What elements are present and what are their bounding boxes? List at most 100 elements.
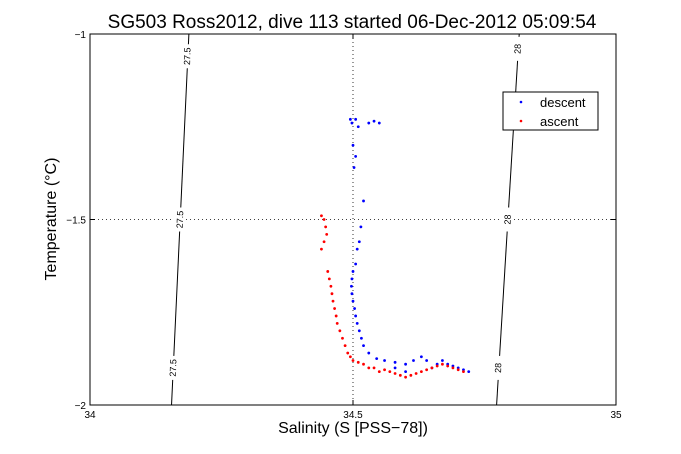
descent-point	[354, 314, 358, 318]
descent-point	[348, 117, 352, 121]
ascent-point	[414, 372, 418, 375]
ascent-point	[335, 321, 339, 325]
descent-point	[419, 355, 423, 359]
ascent-point	[320, 214, 323, 218]
ascent-point	[362, 362, 365, 366]
ascent-point	[356, 360, 360, 364]
x-axis-label: Salinity (S [PSS−78])	[278, 420, 428, 437]
ascent-point	[333, 307, 336, 310]
descent-point	[404, 362, 407, 366]
ascent-point	[393, 372, 397, 375]
ascent-point	[456, 368, 460, 372]
legend: descent ascent	[502, 91, 599, 131]
legend-ascent-label: ascent	[540, 114, 579, 129]
x-tick-label: 34	[84, 410, 96, 421]
ascent-point	[324, 225, 328, 229]
descent-point	[352, 166, 356, 169]
ascent-point	[331, 299, 335, 303]
legend-ascent-marker	[519, 119, 523, 123]
descent-point	[350, 277, 354, 281]
descent-point	[351, 299, 355, 303]
ascent-point	[441, 362, 444, 366]
isopycnal-label-bg	[501, 207, 514, 232]
ascent-point	[451, 366, 455, 370]
chart-title: SG503 Ross2012, dive 113 started 06-Dec-…	[108, 12, 597, 33]
descent-point	[441, 359, 444, 362]
ascent-point	[367, 366, 371, 370]
descent-point	[357, 240, 361, 244]
descent-point	[393, 360, 397, 364]
ascent-point	[398, 373, 402, 377]
ascent-point	[346, 351, 350, 355]
descent-point	[353, 307, 356, 310]
legend-box	[502, 91, 599, 131]
isopycnal-label: 27.5	[182, 47, 193, 65]
isopycnal-label: 28	[512, 44, 522, 54]
ascent-point	[409, 373, 413, 377]
x-tick-label: 35	[610, 410, 622, 421]
ascent-point	[327, 277, 331, 281]
descent-point	[354, 117, 358, 121]
axis-ticks: 34 34.5 35 −1 −1.5 −2	[66, 30, 622, 421]
ascent-point	[341, 336, 344, 340]
ascent-point	[330, 292, 334, 296]
isopycnal-label-bg	[181, 44, 194, 69]
descent-point	[467, 370, 471, 374]
ascent-point	[425, 368, 429, 372]
descent-point	[412, 359, 415, 362]
ascent-point	[325, 232, 329, 236]
ascent-point	[334, 314, 338, 318]
descent-point	[359, 225, 363, 229]
isopycnal-label-bg	[167, 355, 180, 380]
isopycnal-label-bg	[492, 355, 505, 380]
plot-area	[89, 33, 617, 406]
y-axis-label: Temperature (°C)	[43, 158, 60, 281]
ascent-point	[419, 370, 423, 374]
isopycnal-label: 28	[493, 363, 503, 373]
descent-point	[367, 351, 371, 355]
y-tick-label: −1	[75, 30, 87, 41]
ascent-point	[338, 329, 342, 333]
ascent-point	[372, 366, 376, 370]
ascent-point	[404, 375, 407, 379]
ascent-point	[320, 247, 323, 251]
descent-point	[375, 357, 379, 361]
descent-point	[377, 121, 381, 125]
ascent-point	[462, 370, 465, 374]
isopycnal-label-bg	[173, 207, 186, 232]
x-tick-label: 34.5	[343, 410, 363, 421]
ascent-point	[348, 355, 352, 359]
isopycnal-label: 27.5	[175, 211, 186, 229]
ascent-point	[383, 368, 386, 372]
legend-descent-label: descent	[540, 95, 586, 110]
descent-point	[356, 125, 360, 129]
descent-point	[367, 121, 371, 125]
descent-point	[362, 344, 365, 348]
isopycnal-label: 28	[502, 214, 512, 224]
ascent-point	[329, 284, 333, 288]
ascent-point	[388, 370, 392, 374]
descent-point	[350, 292, 354, 296]
ascent-point	[343, 344, 347, 348]
descent-point	[354, 155, 358, 158]
descent-point	[355, 321, 359, 325]
descent-point	[383, 359, 386, 362]
ascent-point	[377, 370, 381, 374]
ascent-point	[322, 218, 326, 221]
descent-point	[351, 270, 355, 273]
descent-point	[354, 262, 358, 266]
descent-point	[360, 336, 363, 340]
ascent-point	[322, 240, 326, 244]
data-points	[320, 117, 471, 379]
descent-point	[350, 284, 353, 288]
descent-point	[357, 329, 361, 333]
ascent-point	[430, 366, 434, 370]
descent-point	[372, 119, 376, 123]
ascent-point	[326, 270, 330, 273]
descent-point	[362, 199, 365, 203]
descent-point	[393, 366, 397, 370]
descent-point	[355, 247, 359, 251]
isopycnal-label-bg	[511, 36, 524, 61]
ascent-point	[435, 364, 439, 368]
